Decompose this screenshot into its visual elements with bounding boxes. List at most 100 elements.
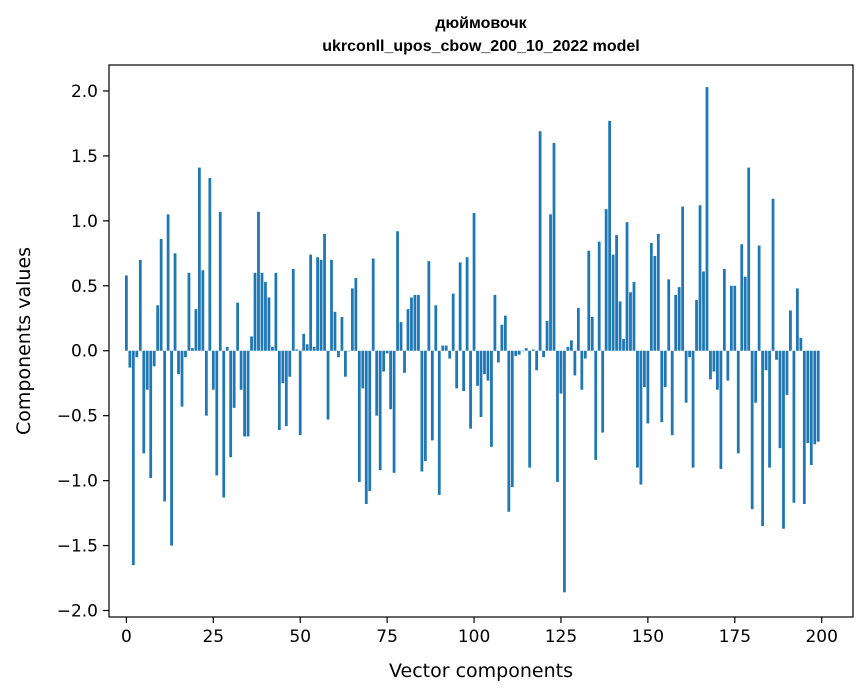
bar-96 (458, 262, 462, 351)
bar-54 (312, 346, 316, 351)
bar-121 (545, 320, 549, 351)
bar-20 (194, 309, 198, 351)
bar-127 (566, 346, 570, 351)
bar-177 (740, 244, 744, 351)
bar-174 (729, 285, 733, 351)
bar-139 (608, 120, 612, 351)
bar-3 (135, 350, 139, 358)
bar-95 (455, 350, 459, 389)
x-axis-label: Vector components (389, 660, 573, 682)
bars-group (124, 87, 820, 593)
bar-65 (350, 288, 354, 351)
bar-59 (330, 259, 333, 351)
bar-125 (559, 350, 563, 394)
bar-12 (166, 214, 170, 351)
y-tick-label-1: −1.5 (57, 537, 98, 557)
bar-44 (277, 350, 281, 430)
bar-164 (695, 300, 698, 351)
bar-110 (507, 350, 511, 512)
bar-5 (142, 350, 146, 454)
bar-167 (705, 87, 709, 351)
bar-108 (500, 324, 504, 351)
x-axis-ticks: 0 25 50 75 100 125 150 175 200 (121, 617, 838, 647)
bar-62 (340, 316, 344, 351)
chart-subtitle: ukrconll_upos_cbow_200_10_2022 model (322, 38, 639, 55)
bar-39 (260, 272, 264, 351)
bar-119 (538, 131, 542, 351)
bar-55 (316, 257, 319, 351)
x-tick-label-75: 75 (376, 627, 398, 647)
bar-34 (243, 350, 246, 437)
y-axis-label: Components values (13, 247, 35, 435)
bar-150 (646, 350, 650, 424)
bar-36 (250, 336, 253, 351)
bar-180 (750, 350, 754, 510)
bar-114 (521, 350, 525, 352)
bar-149 (643, 350, 646, 388)
bar-73 (378, 350, 382, 471)
bar-183 (761, 350, 764, 527)
bar-176 (736, 350, 740, 454)
bar-198 (813, 350, 817, 445)
bar-140 (611, 254, 615, 351)
bar-85 (420, 350, 424, 472)
bar-130 (576, 307, 580, 351)
bar-26 (215, 350, 219, 476)
x-tick-label-0: 0 (121, 627, 132, 647)
bar-135 (594, 350, 598, 460)
chart-title: дюймовочк (435, 15, 527, 32)
bar-148 (639, 350, 643, 485)
bar-41 (267, 297, 271, 351)
bar-165 (698, 205, 702, 351)
bar-2 (131, 350, 135, 566)
bar-124 (556, 350, 559, 482)
y-tick-label-3: −0.5 (57, 407, 98, 427)
bar-147 (636, 350, 639, 468)
bar-145 (629, 292, 632, 351)
bar-132 (583, 350, 587, 359)
bar-104 (486, 350, 490, 381)
bar-0 (124, 275, 128, 351)
x-tick-label-100: 100 (458, 627, 490, 647)
bar-56 (319, 259, 323, 351)
bar-141 (615, 235, 618, 351)
bar-40 (264, 281, 267, 351)
bar-9 (156, 305, 160, 351)
bar-46 (284, 350, 288, 427)
bar-19 (191, 348, 194, 351)
bar-153 (656, 233, 660, 351)
bar-113 (517, 350, 521, 355)
bar-93 (448, 350, 452, 359)
bar-47 (288, 350, 292, 377)
bar-116 (528, 350, 532, 468)
bar-193 (795, 288, 799, 351)
y-tick-label-8: 2.0 (71, 82, 98, 102)
bar-7 (149, 350, 153, 479)
bar-172 (722, 268, 726, 351)
bar-103 (483, 350, 486, 375)
bar-33 (239, 350, 243, 390)
bar-182 (757, 245, 761, 351)
bar-155 (663, 350, 667, 388)
bar-86 (423, 350, 427, 462)
bar-195 (802, 350, 806, 504)
bar-38 (257, 211, 260, 351)
bar-163 (691, 350, 695, 468)
bar-115 (524, 348, 528, 351)
bar-159 (677, 287, 681, 351)
bar-129 (573, 350, 577, 376)
bar-15 (177, 350, 180, 375)
bar-69 (364, 350, 368, 504)
bar-160 (681, 206, 685, 351)
bar-79 (399, 322, 403, 351)
bar-32 (236, 302, 240, 351)
bar-82 (410, 297, 413, 351)
bar-76 (389, 350, 392, 410)
bar-23 (204, 350, 208, 416)
bar-35 (246, 350, 250, 437)
bar-22 (201, 270, 205, 351)
bar-143 (622, 339, 625, 351)
bar-134 (590, 316, 594, 351)
bar-187 (775, 350, 778, 360)
bar-97 (462, 350, 466, 391)
